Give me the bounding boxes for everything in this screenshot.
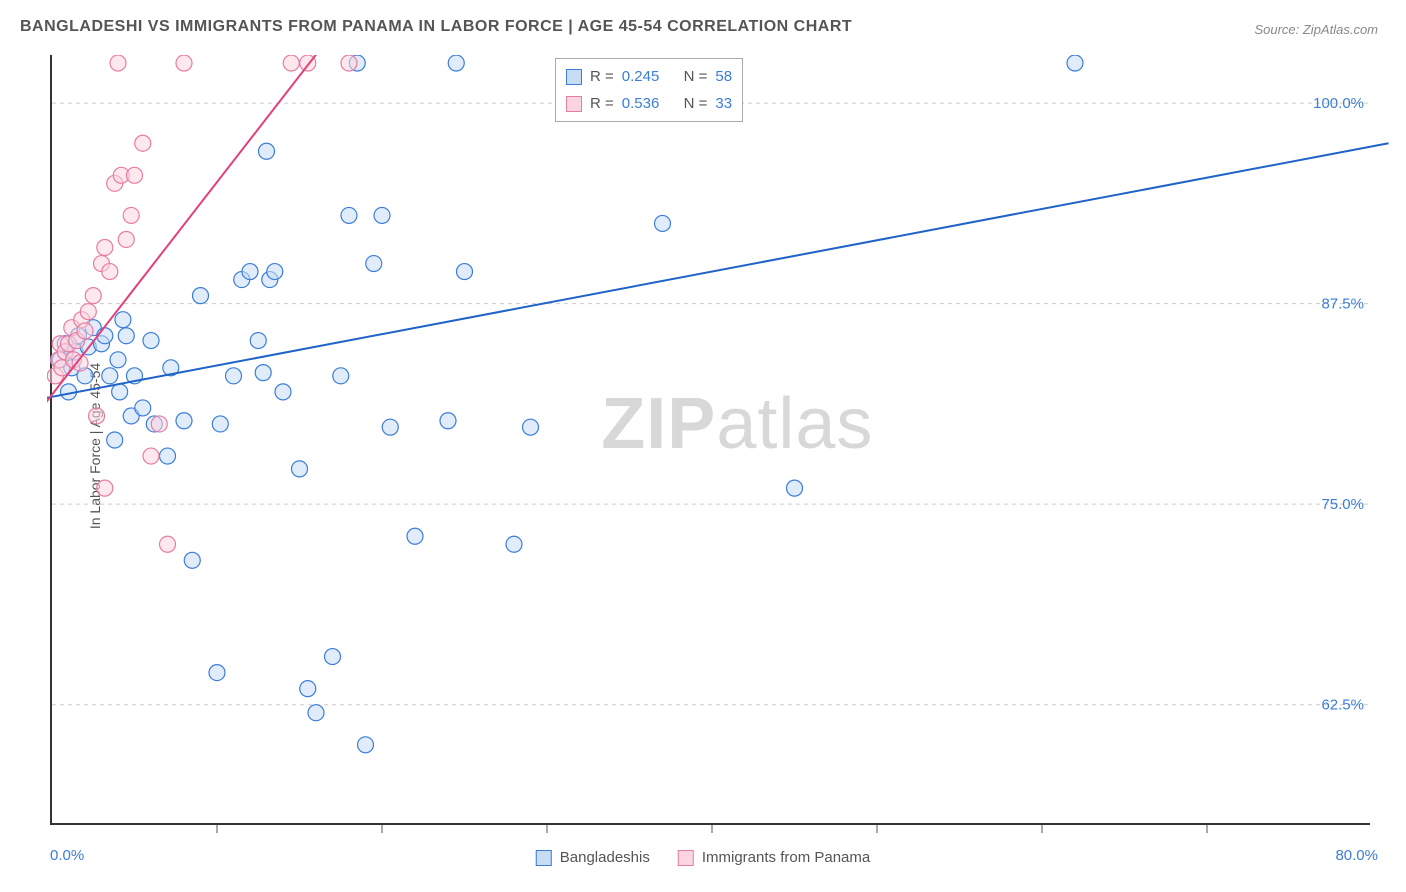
legend-swatch-blue-icon bbox=[566, 69, 582, 85]
legend-n-value-blue: 58 bbox=[715, 63, 732, 90]
legend-label-pink: Immigrants from Panama bbox=[702, 849, 870, 866]
legend-swatch-pink-icon bbox=[566, 96, 582, 112]
svg-text:75.0%: 75.0% bbox=[1321, 496, 1364, 513]
x-tick-max: 80.0% bbox=[1335, 847, 1378, 864]
x-tick-min: 0.0% bbox=[50, 847, 84, 864]
legend-item-bangladeshis: Bangladeshis bbox=[536, 849, 650, 866]
legend-n-label: N = bbox=[684, 63, 708, 90]
source-attribution: Source: ZipAtlas.com bbox=[1254, 22, 1378, 37]
scatter-plot: ZIPatlas 62.5%75.0%87.5%100.0% bbox=[50, 55, 1370, 825]
legend-item-panama: Immigrants from Panama bbox=[678, 849, 870, 866]
legend-row-blue: R = 0.245 N = 58 bbox=[566, 63, 732, 90]
legend-label-blue: Bangladeshis bbox=[560, 849, 650, 866]
chart-title: BANGLADESHI VS IMMIGRANTS FROM PANAMA IN… bbox=[20, 18, 852, 36]
correlation-legend: R = 0.245 N = 58 R = 0.536 N = 33 bbox=[555, 58, 743, 122]
legend-r-value-blue: 0.245 bbox=[622, 63, 660, 90]
legend-row-pink: R = 0.536 N = 33 bbox=[566, 90, 732, 117]
svg-text:62.5%: 62.5% bbox=[1321, 697, 1364, 714]
legend-swatch-pink-icon bbox=[678, 850, 694, 866]
legend-n-label: N = bbox=[684, 90, 708, 117]
legend-n-value-pink: 33 bbox=[715, 90, 732, 117]
legend-r-label: R = bbox=[590, 90, 614, 117]
legend-r-label: R = bbox=[590, 63, 614, 90]
legend-r-value-pink: 0.536 bbox=[622, 90, 660, 117]
plot-svg: 62.5% 75.0% 87.5% 100.0% bbox=[52, 55, 1370, 823]
svg-text:87.5%: 87.5% bbox=[1321, 296, 1364, 313]
svg-text:100.0%: 100.0% bbox=[1313, 95, 1364, 112]
series-legend: Bangladeshis Immigrants from Panama bbox=[536, 849, 870, 866]
legend-swatch-blue-icon bbox=[536, 850, 552, 866]
